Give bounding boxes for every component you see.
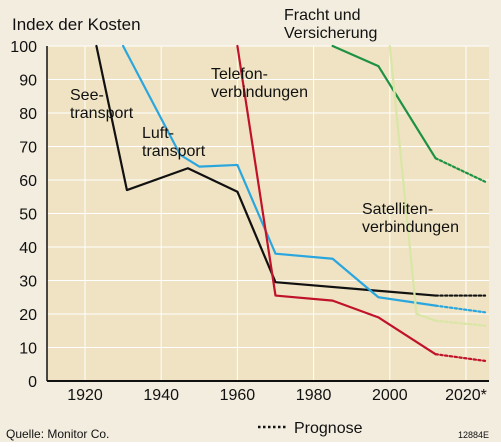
chart-title: Index der Kosten	[12, 15, 141, 34]
series-label-4-line-2: verbindungen	[362, 219, 459, 236]
y-tick-10: 10	[19, 341, 37, 358]
series-label-1-line-2: transport	[142, 143, 206, 160]
y-tick-20: 20	[19, 307, 37, 324]
series-line-4	[388, 44, 437, 322]
series-label-3-line-1: Fracht und	[284, 7, 360, 24]
chart-code: 12884E	[458, 430, 489, 440]
y-tick-50: 50	[19, 207, 37, 224]
series-label-4-line-1: Satelliten-	[362, 201, 433, 218]
series-label-2-line-2: verbindungen	[211, 84, 308, 101]
x-tick-2020: 2020*	[445, 387, 487, 404]
series-label-2-line-1: Telefon-	[211, 66, 268, 83]
y-tick-70: 70	[19, 140, 37, 157]
axes: 0 10 20 30 40 50 60 70 80 90 100 1920 1940 1960 1980 20…	[10, 39, 489, 404]
series-layer	[95, 44, 487, 362]
y-tick-60: 60	[19, 173, 37, 190]
y-tick-0: 0	[28, 374, 37, 391]
x-tick-1960: 1960	[220, 387, 256, 404]
y-tick-40: 40	[19, 240, 37, 257]
y-tick-90: 90	[19, 73, 37, 90]
series-label-0-line-2: transport	[70, 105, 134, 122]
series-forecast-3	[434, 157, 487, 183]
series-label-0-line-1: See-	[70, 87, 104, 104]
series-forecast-1	[434, 304, 487, 314]
y-tick-30: 30	[19, 274, 37, 291]
legend-prognose: Prognose	[294, 420, 363, 437]
x-tick-1980: 1980	[296, 387, 332, 404]
y-tick-80: 80	[19, 106, 37, 123]
grid	[47, 45, 489, 381]
series-forecast-4	[434, 319, 487, 327]
series-line-2	[236, 44, 437, 356]
source-text: Quelle: Monitor Co.	[6, 427, 109, 441]
series-line-1	[121, 44, 437, 307]
x-tick-1920: 1920	[67, 387, 103, 404]
y-tick-100: 100	[10, 39, 37, 56]
series-forecast-2	[434, 353, 487, 362]
x-tick-2000: 2000	[372, 387, 408, 404]
series-labels: See-transportLuft-transportTelefon-verbi…	[70, 7, 459, 236]
series-line-0	[95, 44, 437, 297]
series-label-1-line-1: Luft-	[142, 125, 174, 142]
x-tick-1940: 1940	[143, 387, 179, 404]
series-label-3-line-2: Versicherung	[284, 25, 377, 42]
series-line-3	[331, 44, 437, 160]
